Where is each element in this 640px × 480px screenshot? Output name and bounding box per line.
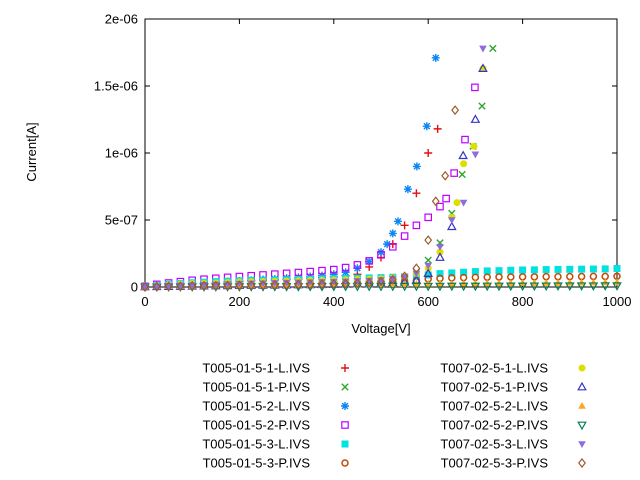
x-tick-label: 400 xyxy=(323,294,345,309)
legend-entry: T007-02-5-2-L.IVS xyxy=(440,399,586,414)
series-T007-02-5-3-P.IVS xyxy=(141,105,460,292)
x-tick-label: 800 xyxy=(512,294,534,309)
y-tick-label: 1e-06 xyxy=(105,146,138,161)
x-tick-label: 200 xyxy=(229,294,251,309)
legend: T005-01-5-1-L.IVS T005-01-5-1-P.IVS T005-0… xyxy=(202,361,587,471)
plot-border xyxy=(144,18,618,288)
legend-label: T007-02-5-2-P.IVS xyxy=(441,418,549,433)
legend-entry: T005-01-5-3-P.IVS xyxy=(203,456,349,471)
legend-marker-triangle-down-open xyxy=(577,421,587,431)
legend-entry: T007-02-5-1-L.IVS xyxy=(440,361,586,376)
legend-marker-triangle-up-filled xyxy=(578,402,586,409)
legend-label: T007-02-5-3-L.IVS xyxy=(440,437,548,452)
legend-label: T007-02-5-1-P.IVS xyxy=(441,380,549,395)
legend-marker-circle-filled xyxy=(578,364,586,372)
legend-entry: T005-01-5-3-L.IVS xyxy=(202,437,349,452)
legend-label: T007-02-5-1-L.IVS xyxy=(440,361,548,376)
series-T007-02-5-3-L.IVS xyxy=(141,45,487,291)
series-T007-02-5-1-P.IVS xyxy=(140,63,488,291)
legend-entry: T007-02-5-3-L.IVS xyxy=(440,437,586,452)
legend-label: T005-01-5-2-L.IVS xyxy=(202,399,310,414)
legend-label: T005-01-5-1-P.IVS xyxy=(203,380,311,395)
y-tick-label: 0 xyxy=(131,280,138,295)
legend-entry: T005-01-5-2-L.IVS xyxy=(202,399,349,414)
series-T005-01-5-2-L.IVS xyxy=(141,53,440,291)
legend-marker-triangle-down-filled xyxy=(578,441,586,448)
legend-marker-diamond-open xyxy=(578,458,586,468)
x-axis-title: Voltage[V] xyxy=(351,321,411,336)
legend-label: T005-01-5-3-P.IVS xyxy=(203,456,311,471)
legend-entry: T005-01-5-1-L.IVS xyxy=(202,361,349,376)
x-tick-label: 0 xyxy=(141,294,148,309)
legend-label: T005-01-5-2-P.IVS xyxy=(203,418,311,433)
legend-entry: T007-02-5-1-P.IVS xyxy=(441,380,587,395)
legend-label: T005-01-5-1-L.IVS xyxy=(202,361,310,376)
y-tick-label: 2e-06 xyxy=(105,12,138,27)
y-tick-label: 5e-07 xyxy=(105,213,138,228)
legend-entry: T005-01-5-1-P.IVS xyxy=(203,380,349,395)
legend-marker-plus xyxy=(341,364,349,372)
legend-marker-triangle-up-open xyxy=(577,381,587,391)
legend-marker-asterisk xyxy=(341,402,349,410)
legend-entry: T005-01-5-2-P.IVS xyxy=(203,418,349,433)
x-tick-label: 600 xyxy=(417,294,439,309)
x-tick-label: 1000 xyxy=(603,294,632,309)
y-tick-label: 1.5e-06 xyxy=(94,79,138,94)
legend-marker-square-open xyxy=(341,421,349,429)
legend-entry: T007-02-5-3-P.IVS xyxy=(441,456,586,471)
legend-label: T007-02-5-3-P.IVS xyxy=(441,456,549,471)
series-T005-01-5-1-L.IVS xyxy=(141,124,442,291)
legend-marker-cross xyxy=(341,383,349,391)
legend-entry: T007-02-5-2-P.IVS xyxy=(441,418,587,433)
legend-marker-square-filled xyxy=(341,440,349,448)
y-axis-title: Current[A] xyxy=(24,122,39,182)
legend-marker-circle-open xyxy=(341,459,349,467)
series-T007-02-5-1-L.IVS xyxy=(141,65,487,291)
legend-label: T005-01-5-3-L.IVS xyxy=(202,437,310,452)
legend-label: T007-02-5-2-L.IVS xyxy=(440,399,548,414)
